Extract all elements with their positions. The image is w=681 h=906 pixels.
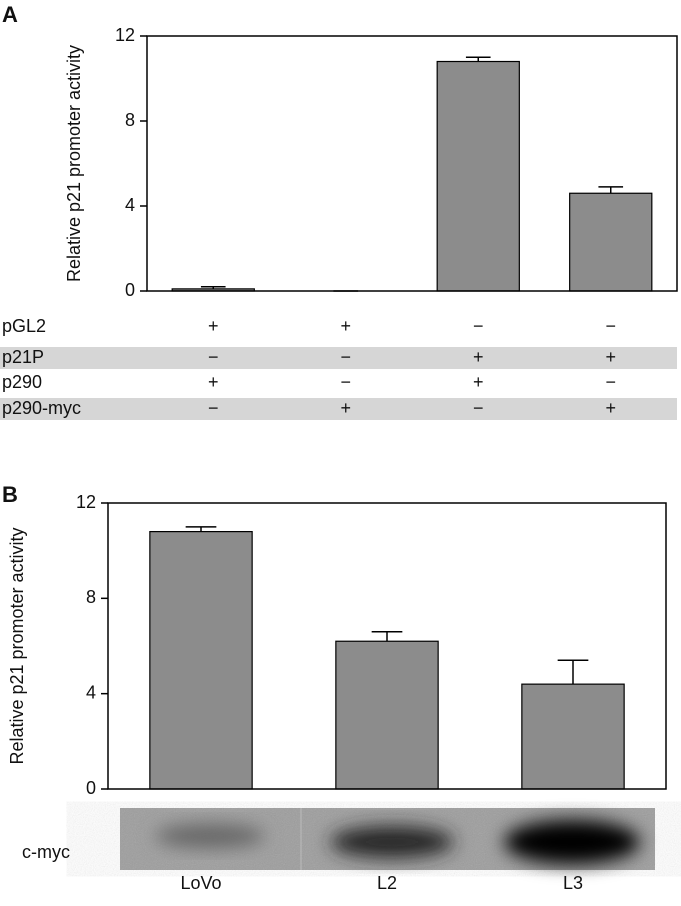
y-axis-title: Relative p21 promoter activity [7,527,27,764]
blot [120,808,655,870]
condition-label: p290 [2,372,42,392]
condition-sign: + [605,398,616,418]
y-tick-label: 8 [86,587,96,607]
y-tick-label: 0 [86,778,96,798]
condition-sign: − [340,347,351,367]
bar [436,60,520,292]
plot-frame [107,502,667,790]
condition-sign: − [473,316,484,336]
y-tick-label: 8 [125,110,135,130]
condition-label: p290-myc [2,398,81,418]
blot-band [155,824,265,848]
condition-sign: + [208,372,219,392]
blot-label: c-myc [22,842,70,862]
condition-label: pGL2 [2,316,46,336]
x-tick-label: LoVo [180,873,221,893]
blot-band [330,826,454,858]
condition-sign: + [605,347,616,367]
bar [521,683,625,790]
condition-sign: + [473,347,484,367]
y-tick-label: 12 [76,492,96,512]
bar [149,530,253,790]
condition-sign: + [473,372,484,392]
y-tick-label: 12 [115,25,135,45]
condition-sign: − [605,372,616,392]
condition-sign: − [473,398,484,418]
x-tick-label: L3 [563,873,583,893]
x-tick-label: L2 [377,873,397,893]
y-axis-title: Relative p21 promoter activity [64,45,84,282]
condition-sign: + [340,398,351,418]
row-stripe [0,398,677,420]
condition-sign: − [340,372,351,392]
condition-sign: − [208,347,219,367]
condition-label: p21P [2,347,44,367]
bar [569,192,653,292]
blot-band [504,820,640,864]
condition-sign: + [340,316,351,336]
condition-sign: − [605,316,616,336]
row-stripe [0,347,677,369]
plot-frame [146,35,678,292]
panel-label: A [2,2,18,27]
y-tick-label: 0 [125,280,135,300]
condition-sign: − [208,398,219,418]
condition-sign: + [208,316,219,336]
panel-label: B [2,482,18,507]
y-tick-label: 4 [86,682,96,702]
bar [335,640,439,790]
y-tick-label: 4 [125,195,135,215]
